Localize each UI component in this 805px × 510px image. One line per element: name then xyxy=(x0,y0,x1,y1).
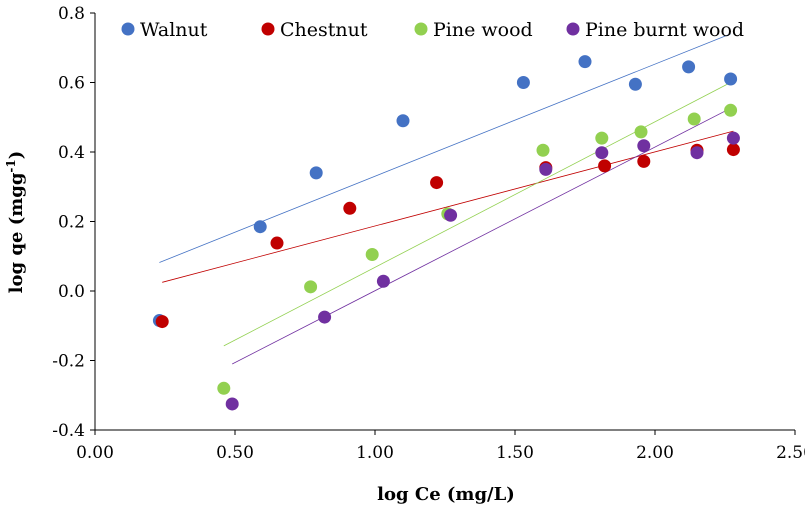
legend-item-walnut: Walnut xyxy=(121,19,208,41)
y-axis-title-close: ) xyxy=(6,151,27,160)
y-tick-label: 0.8 xyxy=(58,4,85,24)
y-tick-label: -0.4 xyxy=(52,421,85,441)
point-pine-wood xyxy=(536,143,550,157)
legend-item-chestnut: Chestnut xyxy=(261,19,368,41)
point-pine-burnt-wood xyxy=(318,310,332,324)
legend-item-pine-wood: Pine wood xyxy=(414,19,533,41)
legend: Walnut Chestnut Pine wood Pine burnt wood xyxy=(121,19,744,41)
point-pine-burnt-wood xyxy=(595,146,609,160)
point-walnut xyxy=(682,60,696,74)
data-points xyxy=(152,55,740,411)
point-pine-burnt-wood xyxy=(376,274,390,288)
point-walnut xyxy=(396,114,410,128)
point-pine-burnt-wood xyxy=(637,139,651,153)
x-tick-label: 1.50 xyxy=(496,443,534,463)
point-pine-wood xyxy=(217,381,231,395)
x-axis-title: log Ce (mg/L) xyxy=(377,484,515,505)
point-pine-burnt-wood xyxy=(444,208,458,222)
point-walnut xyxy=(578,55,592,69)
legend-marker xyxy=(566,22,580,36)
y-tick-label: -0.2 xyxy=(52,352,85,372)
x-tick-label: 0.00 xyxy=(76,443,114,463)
point-chestnut xyxy=(637,154,651,168)
point-walnut xyxy=(724,72,738,86)
y-tick-label: 0.0 xyxy=(58,282,85,302)
x-tick-label: 2.50 xyxy=(776,443,805,463)
y-axis-title: log qe (mgg-1) xyxy=(4,151,27,294)
point-pine-wood xyxy=(365,248,379,262)
legend-item-pine-burnt-wood: Pine burnt wood xyxy=(566,19,744,41)
y-tick-label: 0.6 xyxy=(58,74,85,94)
point-walnut xyxy=(309,166,323,180)
legend-label: Pine wood xyxy=(433,19,533,41)
point-walnut xyxy=(628,77,642,91)
point-pine-wood xyxy=(687,112,701,126)
point-walnut xyxy=(516,76,530,89)
point-pine-burnt-wood xyxy=(539,162,553,176)
legend-label: Walnut xyxy=(140,19,208,41)
x-tick-label: 1.00 xyxy=(356,443,394,463)
trendlines xyxy=(159,33,734,365)
trendline-pine-burnt-wood xyxy=(232,106,734,365)
y-axis-title-main: log qe (mgg xyxy=(6,172,27,293)
legend-marker xyxy=(414,22,428,36)
legend-label: Chestnut xyxy=(280,19,368,41)
trendline-chestnut xyxy=(162,130,734,283)
point-pine-wood xyxy=(634,125,648,139)
point-pine-wood xyxy=(304,280,318,294)
point-chestnut xyxy=(598,159,612,173)
legend-marker xyxy=(261,22,275,36)
point-chestnut xyxy=(430,176,444,190)
legend-marker xyxy=(121,22,135,36)
point-pine-wood xyxy=(724,103,738,117)
point-walnut xyxy=(253,220,267,234)
point-chestnut xyxy=(343,201,357,215)
trendline-pine-wood xyxy=(223,82,731,347)
point-pine-burnt-wood xyxy=(690,146,704,160)
legend-label: Pine burnt wood xyxy=(585,19,744,41)
x-tick-label: 2.00 xyxy=(636,443,674,463)
point-chestnut xyxy=(270,236,284,250)
axes: 0.00 0.50 1.00 1.50 2.00 2.50 -0.4 -0.2 0.0 0.2 0.… xyxy=(52,4,805,463)
y-axis-title-superscript: -1 xyxy=(4,159,18,172)
point-pine-burnt-wood xyxy=(225,397,239,411)
point-pine-burnt-wood xyxy=(726,131,740,145)
point-pine-wood xyxy=(595,131,609,145)
y-tick-label: 0.2 xyxy=(58,213,85,233)
point-chestnut xyxy=(155,315,169,329)
x-tick-label: 0.50 xyxy=(216,443,254,463)
point-chestnut xyxy=(726,143,740,157)
y-tick-label: 0.4 xyxy=(58,143,85,163)
